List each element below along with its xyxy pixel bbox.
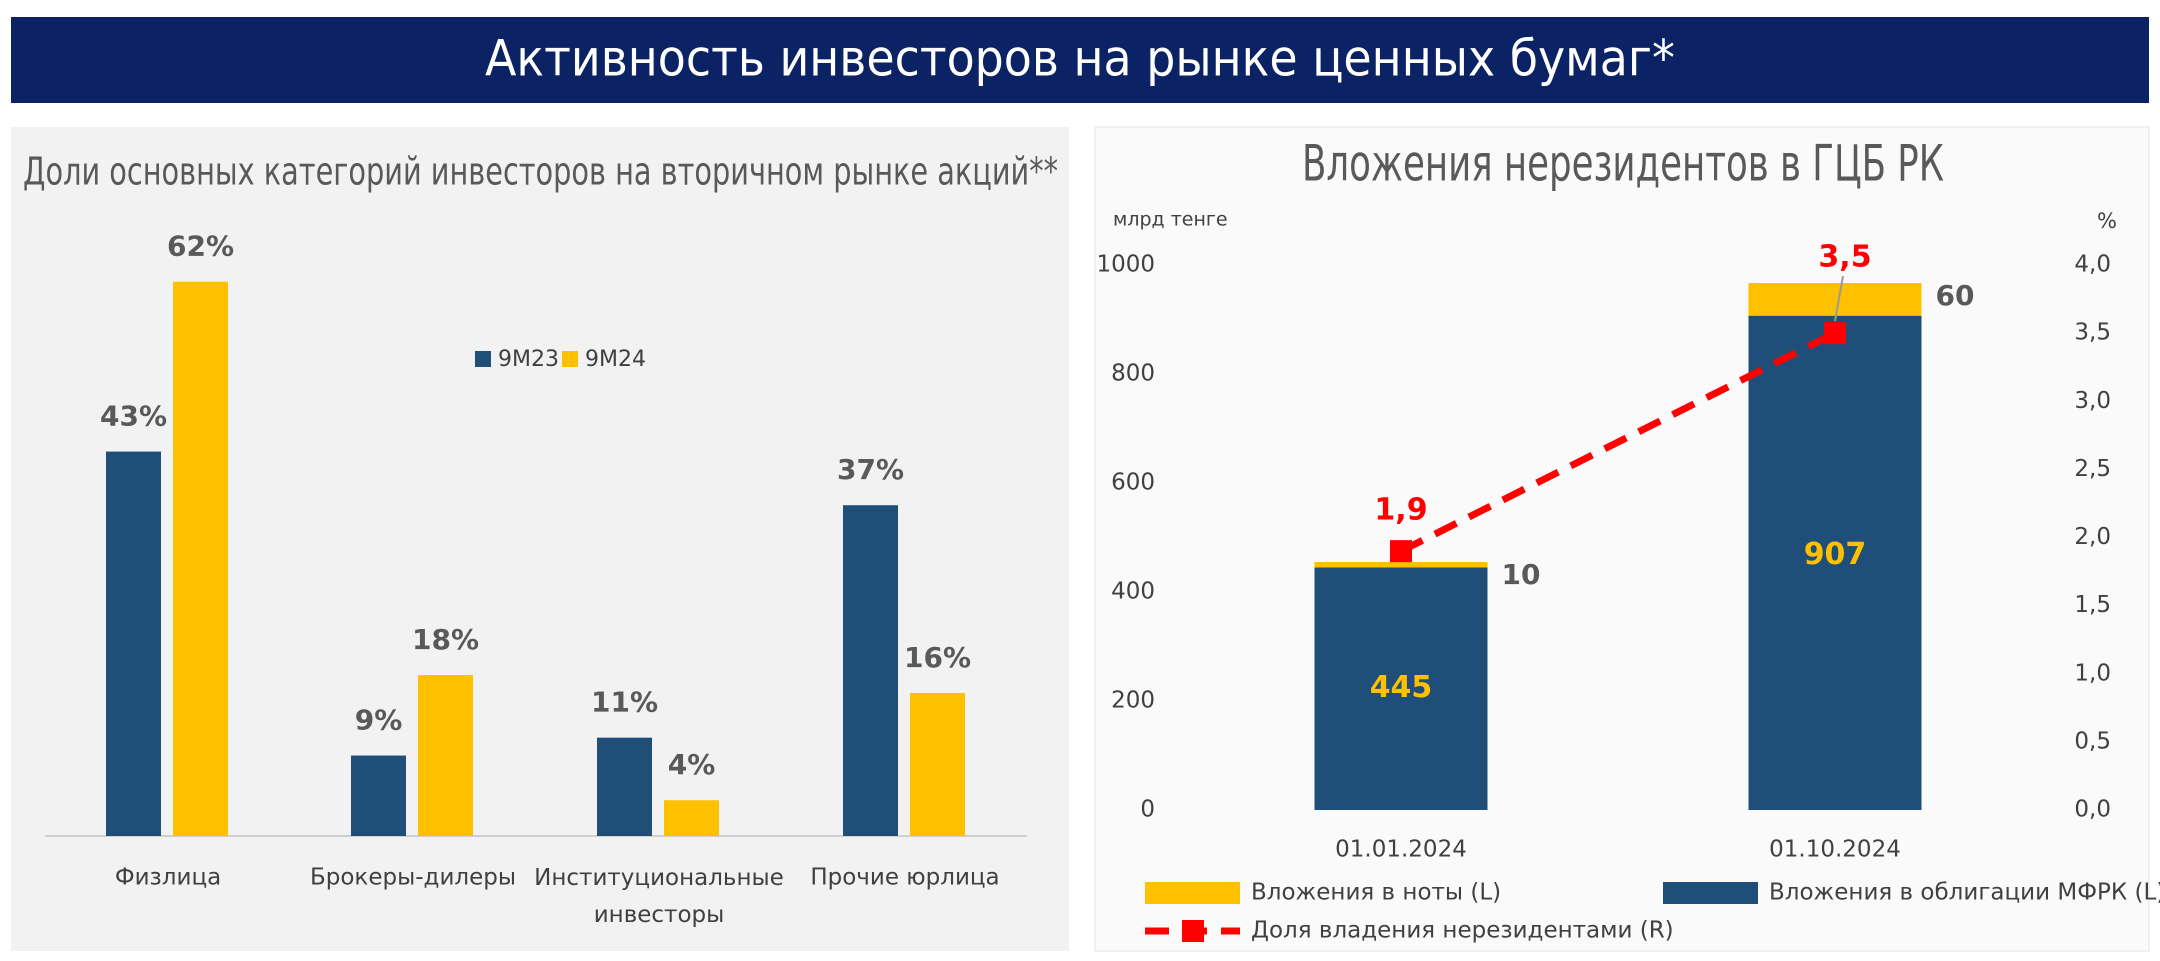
y2-tick-label: 3,5 (2074, 320, 2111, 346)
y2-tick-label: 0,5 (2074, 728, 2111, 754)
legend-swatch (1145, 882, 1240, 904)
bar (664, 800, 719, 836)
y2-tick-label: 3,0 (2074, 388, 2111, 414)
data-label: 18% (412, 623, 479, 656)
y2-tick-label: 2,0 (2074, 524, 2111, 550)
bar-segment (1748, 315, 1922, 810)
data-label: 16% (904, 641, 971, 674)
legend-swatch (562, 351, 578, 367)
legend-label: 9M23 (498, 347, 559, 372)
bar (106, 451, 161, 836)
data-label: 1,9 (1374, 493, 1427, 528)
y-axis-label: млрд тенге (1113, 209, 1228, 231)
line-marker (1390, 540, 1412, 563)
y2-tick-label: 1,5 (2074, 592, 2111, 618)
x-tick-label: Прочие юрлица (810, 865, 999, 891)
bar (910, 692, 965, 836)
leader-line (1834, 275, 1844, 322)
legend-swatch (1182, 920, 1204, 942)
bar (173, 281, 228, 837)
bar (351, 755, 406, 836)
y-tick-label: 800 (1111, 361, 1155, 387)
data-label: 3,5 (1818, 240, 1871, 275)
chart-title: Доли основных категорий инвесторов на вт… (23, 150, 1058, 194)
bar-segment (1314, 567, 1488, 810)
data-label: 43% (100, 400, 167, 433)
page-title: Активность инвесторов на рынке ценных бу… (485, 30, 1675, 88)
y-tick-label: 400 (1111, 579, 1155, 605)
y-tick-label: 1000 (1096, 252, 1155, 278)
bar-segment (1748, 282, 1922, 316)
y-tick-label: 200 (1111, 688, 1155, 714)
y2-tick-label: 4,0 (2074, 252, 2111, 278)
y2-tick-label: 1,0 (2074, 660, 2111, 686)
header-bar (11, 17, 2149, 103)
x-tick-label: Физлица (115, 865, 221, 891)
bar (418, 675, 473, 836)
legend-swatch (1663, 882, 1758, 904)
bar-segment (1314, 562, 1488, 568)
bar (843, 505, 898, 836)
line-marker (1824, 322, 1846, 345)
legend-swatch (475, 351, 491, 367)
legend-label: 9M24 (585, 347, 646, 372)
data-label: 11% (591, 686, 658, 719)
data-label: 60 (1936, 279, 1975, 312)
legend-label: Вложения в ноты (L) (1251, 880, 1501, 906)
y2-tick-label: 0,0 (2074, 797, 2111, 823)
y-tick-label: 600 (1111, 470, 1155, 496)
chart-title: Вложения нерезидентов в ГЦБ РК (1302, 135, 1944, 193)
x-tick-label: 01.01.2024 (1335, 837, 1467, 863)
legend-label: Вложения в облигации МФРК (L) (1769, 880, 2160, 906)
x-tick-label: Институциональные инвесторы (534, 865, 784, 928)
data-label: 62% (167, 230, 234, 263)
line (1399, 329, 1837, 555)
data-label: 445 (1370, 670, 1433, 705)
x-tick-label: 01.10.2024 (1769, 837, 1901, 863)
x-tick-label: Брокеры-дилеры (310, 865, 516, 891)
data-label: 907 (1804, 537, 1867, 572)
y2-axis-label: % (2097, 209, 2117, 233)
legend-label: Доля владения нерезидентами (R) (1251, 918, 1674, 944)
right-panel (1094, 126, 2150, 952)
bar (597, 737, 652, 836)
y2-tick-label: 2,5 (2074, 456, 2111, 482)
data-label: 10 (1502, 558, 1541, 591)
y-tick-label: 0 (1140, 797, 1155, 823)
data-label: 37% (837, 453, 904, 486)
data-label: 4% (668, 748, 716, 781)
data-label: 9% (355, 704, 403, 737)
